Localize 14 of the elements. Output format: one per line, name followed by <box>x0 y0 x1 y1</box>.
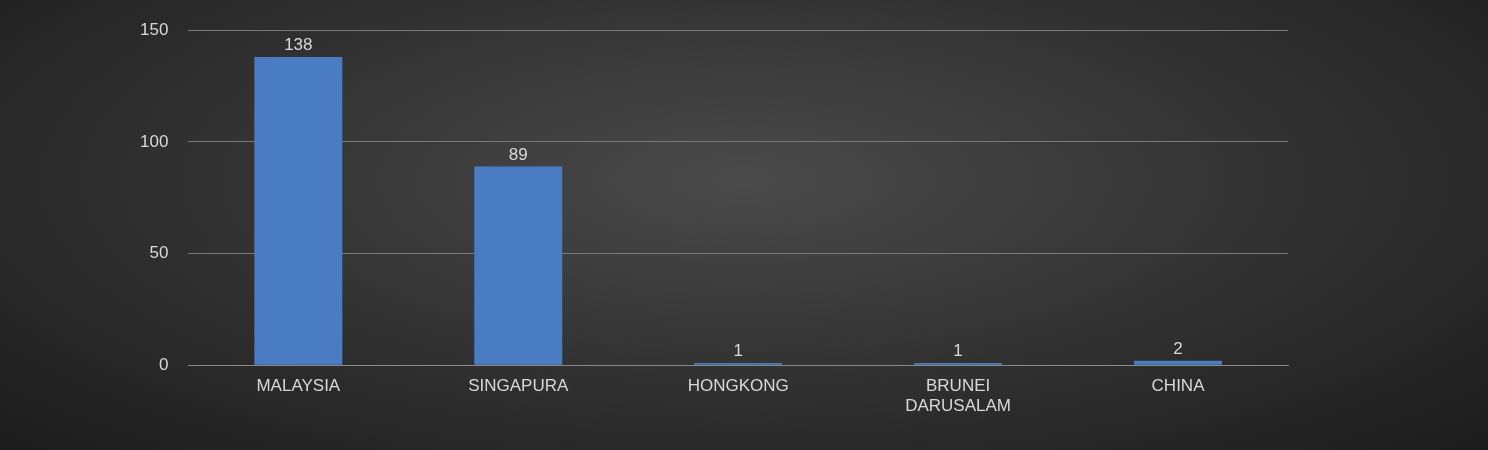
y-tick-label: 50 <box>149 243 169 263</box>
data-label: 138 <box>284 35 313 55</box>
data-label: 1 <box>953 341 963 361</box>
y-tick-label: 100 <box>139 131 169 151</box>
data-label: 2 <box>1173 338 1183 358</box>
x-tick-label: HONGKONG <box>687 376 789 396</box>
data-label: 89 <box>508 144 528 164</box>
data-label: 1 <box>733 341 743 361</box>
x-tick-label: SINGAPURA <box>468 376 569 396</box>
x-tick-label: MALAYSIA <box>256 376 341 396</box>
y-tick-label: 0 <box>158 354 169 374</box>
y-tick-label: 150 <box>139 19 169 39</box>
x-tick-label: BRUNEI DARUSALAM <box>905 376 1012 416</box>
x-tick-label: CHINA <box>1151 376 1206 396</box>
